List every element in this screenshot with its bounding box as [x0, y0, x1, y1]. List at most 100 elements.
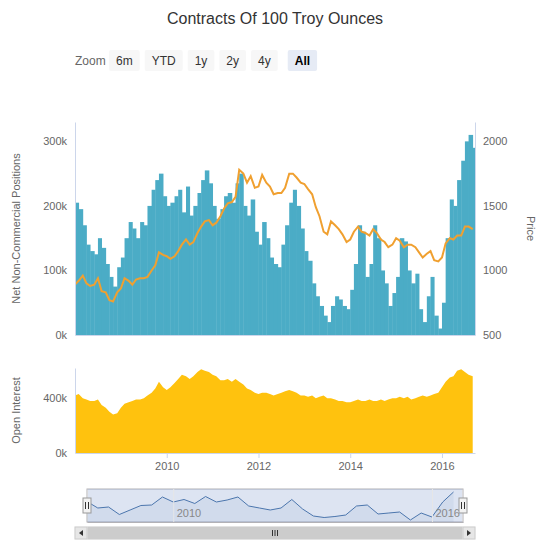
bar [293, 190, 297, 335]
bar [125, 238, 130, 335]
bar [354, 264, 359, 335]
tick: 1000 [475, 264, 507, 276]
zoom-button-label[interactable]: YTD [152, 54, 176, 68]
navigator-frame [87, 489, 463, 522]
tick-label: 1000 [483, 264, 507, 276]
scrollbar-arrow[interactable] [79, 530, 83, 536]
bar [453, 206, 457, 335]
bar [301, 229, 305, 336]
bar [216, 219, 221, 335]
axis-title: Price [525, 216, 537, 241]
scrollbar-grip[interactable] [275, 530, 276, 536]
tick-label: 500 [483, 329, 501, 341]
bar [373, 225, 377, 335]
bar [473, 148, 475, 335]
bar [434, 316, 439, 335]
tick-label: 0k [55, 329, 67, 341]
bar [400, 238, 405, 335]
bar [205, 170, 210, 335]
zoom-button-box[interactable] [219, 50, 246, 71]
bar [396, 277, 400, 335]
tick: 2016 [432, 489, 459, 522]
scrollbar-button[interactable] [75, 527, 87, 539]
tick: 0k [55, 329, 75, 341]
scrollbar-button-box[interactable] [75, 527, 87, 539]
zoom-button[interactable]: All [288, 50, 317, 71]
zoom-button-label[interactable]: 6m [116, 54, 133, 68]
zoom-button-box[interactable] [288, 50, 317, 71]
bar [339, 300, 343, 336]
zoom-button-box[interactable] [188, 50, 215, 71]
tick: 400k [43, 392, 75, 404]
axis: 20102016 [88, 489, 464, 523]
tick: 2012 [247, 453, 271, 472]
zoom-button[interactable]: 2y [219, 50, 246, 71]
tick-mark [173, 489, 174, 522]
zoom-button-label[interactable]: All [295, 54, 310, 68]
navigator-handle-grip[interactable] [461, 502, 462, 509]
tick: 2014 [338, 453, 362, 472]
scrollbar-thumb[interactable] [88, 527, 462, 539]
zoom-button-label[interactable]: 4y [258, 54, 271, 68]
zoom-button[interactable]: YTD [145, 50, 183, 71]
bar [258, 245, 262, 335]
bar [193, 206, 198, 335]
zoom-button-box[interactable] [109, 50, 140, 71]
scrollbar-button-box[interactable] [463, 527, 475, 539]
zoom-button[interactable]: 4y [251, 50, 278, 71]
bar [362, 232, 366, 335]
zoom-label: Zoom [75, 54, 106, 68]
bar [94, 254, 98, 335]
tick-label: 2000 [483, 135, 507, 147]
scrollbar-grip[interactable] [277, 530, 278, 536]
zoom-button[interactable]: 1y [188, 50, 215, 71]
navigator-handle-box[interactable] [83, 498, 91, 513]
tick-label: 2016 [430, 460, 454, 472]
bar [316, 296, 320, 335]
bar [247, 216, 251, 335]
scrollbar-track[interactable] [75, 527, 475, 539]
bar [415, 274, 419, 335]
bar [274, 264, 279, 335]
bar [278, 267, 282, 335]
chart-title: Contracts Of 100 Troy Ounces [167, 10, 383, 27]
zoom-button-label[interactable]: 2y [226, 54, 239, 68]
bar [469, 135, 474, 335]
scrollbar-button[interactable] [463, 527, 475, 539]
zoom-button-label[interactable]: 1y [195, 54, 208, 68]
bar [381, 270, 385, 335]
zoom-button-box[interactable] [145, 50, 183, 71]
bar [190, 216, 194, 335]
bar [86, 245, 90, 335]
bar [255, 232, 259, 335]
axis: 0k100k200k300k [43, 123, 75, 342]
bar [266, 238, 270, 335]
bar [90, 251, 95, 335]
navigator-handle[interactable] [459, 498, 467, 513]
navigator-handle-box[interactable] [459, 498, 467, 513]
tick: 0k [55, 447, 75, 459]
zoom-button[interactable]: 6m [109, 50, 140, 71]
bar [167, 206, 171, 335]
navigator-handle-grip[interactable] [464, 502, 465, 509]
zoom-button-box[interactable] [251, 50, 278, 71]
scrollbar-grip[interactable] [272, 530, 273, 536]
navigator-selection [88, 489, 462, 522]
bar [297, 206, 302, 335]
axis-line [475, 123, 476, 336]
axis-line [75, 369, 76, 454]
scrollbar-arrow[interactable] [467, 530, 471, 536]
navigator-handle[interactable] [83, 498, 91, 513]
tick: 2000 [475, 135, 507, 147]
navigator-handle-grip[interactable] [85, 502, 86, 509]
bar [224, 196, 228, 335]
bar [457, 180, 462, 335]
navigator-handle-grip[interactable] [88, 502, 89, 509]
tick-mark [258, 453, 259, 458]
tick-mark [167, 453, 168, 458]
tick-label: 2016 [435, 507, 459, 519]
tick-label: 400k [43, 392, 67, 404]
bar [308, 261, 313, 335]
bar [350, 290, 354, 335]
bar [385, 283, 389, 335]
